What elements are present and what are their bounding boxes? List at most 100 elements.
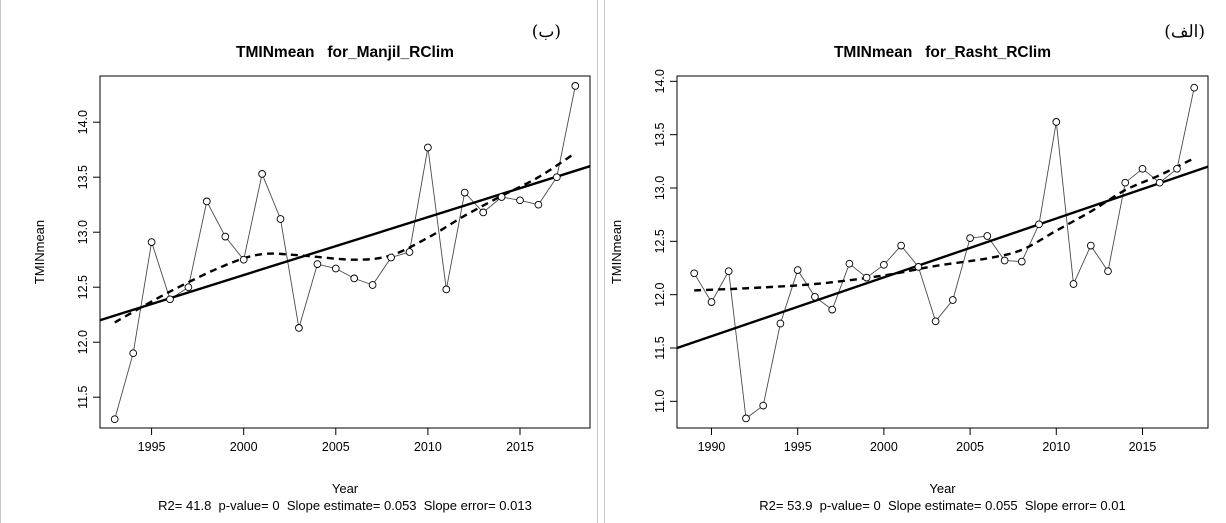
data-point: [1138, 164, 1147, 173]
plot-frame: [99, 75, 591, 429]
y-tick-label: 11.0: [653, 390, 667, 413]
data-point: [948, 296, 957, 304]
y-tick-label: 13.5: [76, 165, 90, 189]
smooth-curve: [694, 157, 1195, 292]
data-point: [1052, 118, 1061, 126]
data-point: [442, 285, 451, 294]
data-point: [862, 273, 871, 282]
y-tick-label: 12.5: [76, 275, 90, 299]
data-point: [724, 267, 733, 276]
x-tick-label: 2000: [230, 440, 258, 454]
data-point: [845, 259, 854, 268]
y-tick-label: 13.0: [653, 176, 667, 200]
series-line: [693, 87, 1195, 420]
data-point: [202, 197, 211, 206]
data-point: [479, 208, 488, 217]
data-point: [258, 170, 266, 178]
y-tick-label: 12.5: [653, 229, 667, 253]
stats-text: R2= 53.9 p-value= 0 Slope estimate= 0.05…: [759, 498, 1125, 513]
data-point: [221, 232, 230, 241]
data-point: [966, 234, 974, 242]
data-point: [1086, 241, 1095, 250]
x-tick-label: 2010: [414, 440, 442, 454]
y-tick-label: 14.0: [76, 110, 90, 134]
x-axis-label: Year: [929, 481, 956, 496]
data-point: [776, 319, 785, 328]
y-tick-label: 13.0: [76, 220, 90, 244]
x-tick-label: 2010: [1042, 440, 1070, 454]
data-point: [387, 253, 395, 262]
data-point: [110, 415, 119, 424]
x-tick-label: 1990: [698, 440, 726, 454]
chart-title: TMINmean for_Rasht_RClim: [834, 44, 1051, 61]
data-point: [571, 82, 580, 90]
data-point: [690, 269, 699, 278]
data-point: [497, 193, 506, 201]
data-point: [239, 255, 248, 264]
data-point: [931, 317, 940, 326]
y-tick-label: 14.0: [653, 69, 667, 93]
data-point: [793, 266, 802, 274]
chart-panel-manjil: TMINmean for_Manjil_RClim (ب) 1995 2000 2005…: [0, 0, 598, 523]
data-point: [1035, 220, 1043, 229]
chart-panel-rasht: TMINmean for_Rasht_RClim (الف) 1990 1995 200…: [604, 0, 1226, 523]
data-point: [516, 196, 524, 205]
x-axis-label: Year: [332, 481, 359, 496]
data-point: [1069, 280, 1078, 288]
data-point: [460, 188, 469, 197]
data-point: [331, 264, 340, 273]
series-line: [114, 85, 576, 420]
chart-title: TMINmean for_Manjil_RClim: [236, 44, 454, 61]
x-tick-label: 2000: [870, 440, 898, 454]
y-tick-label: 11.5: [76, 385, 90, 408]
data-point: [166, 295, 174, 304]
data-point: [759, 401, 768, 410]
y-tick-label: 11.5: [653, 336, 667, 359]
panel-label: (الف): [1164, 22, 1205, 42]
y-tick-label: 12.0: [653, 282, 667, 306]
data-point: [1121, 178, 1130, 187]
data-point: [1017, 257, 1026, 266]
data-point: [1173, 164, 1181, 173]
data-point: [914, 263, 923, 271]
data-point: [1190, 83, 1199, 92]
data-point: [184, 283, 193, 292]
data-point: [880, 260, 888, 269]
stats-text: R2= 41.8 p-value= 0 Slope estimate= 0.05…: [158, 498, 532, 513]
plot-frame: [676, 75, 1209, 429]
panel-label: (ب): [532, 22, 561, 42]
data-point: [552, 173, 561, 182]
data-point: [313, 260, 322, 268]
x-tick-label: 1995: [784, 440, 812, 454]
data-point: [828, 305, 837, 314]
y-tick-label: 12.0: [76, 330, 90, 354]
y-axis-label: TMINmean: [609, 220, 624, 284]
x-tick-label: 1995: [138, 440, 166, 454]
y-tick-label: 13.5: [653, 122, 667, 146]
data-point: [295, 324, 303, 332]
data-point: [534, 200, 543, 209]
data-point: [811, 292, 819, 301]
data-point: [897, 241, 905, 250]
data-point: [707, 298, 716, 306]
smooth-curve: [114, 151, 576, 324]
manjil-chart: TMINmean for_Manjil_RClim (ب) 1995 2000 2005…: [32, 22, 591, 513]
data-point: [983, 232, 992, 240]
data-point: [368, 281, 377, 289]
data-point: [350, 274, 359, 283]
data-point: [1000, 256, 1009, 265]
y-axis-label: TMINmean: [32, 220, 47, 284]
data-point: [276, 215, 285, 223]
trend-line: [677, 165, 1208, 350]
data-point: [1155, 178, 1164, 187]
rasht-chart: TMINmean for_Rasht_RClim (الف) 1990 1995 200…: [609, 22, 1209, 513]
data-point: [129, 349, 138, 358]
data-point: [147, 238, 156, 246]
data-point: [1104, 267, 1112, 276]
data-point: [405, 248, 414, 256]
x-tick-label: 2005: [956, 440, 984, 454]
data-point: [424, 143, 432, 152]
data-point: [742, 414, 750, 423]
x-tick-label: 2005: [322, 440, 350, 454]
x-tick-label: 2015: [1129, 440, 1157, 454]
